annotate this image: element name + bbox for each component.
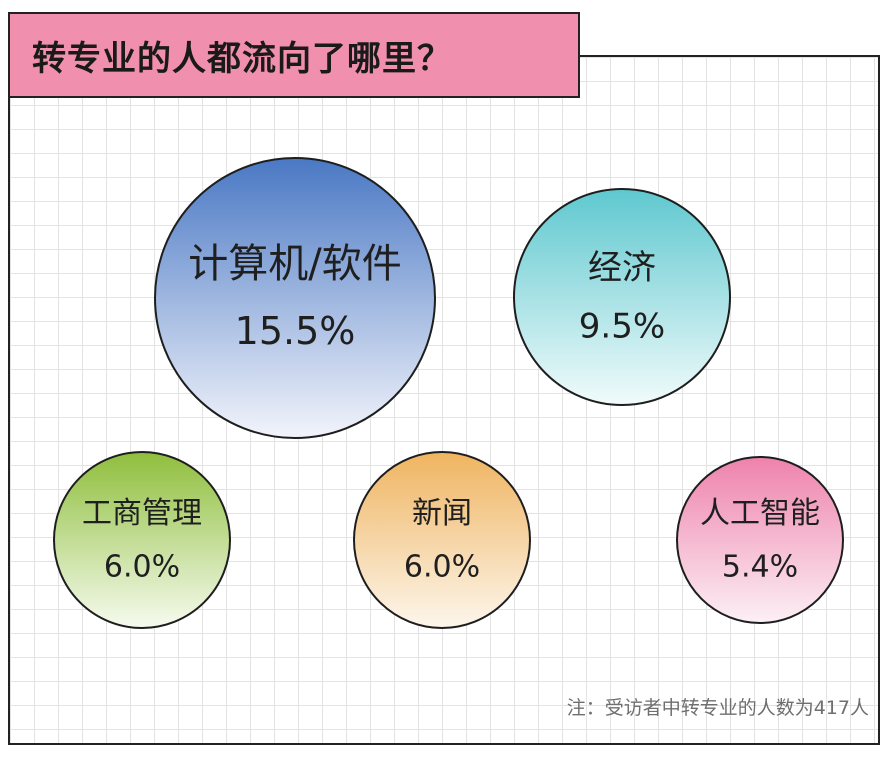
bubble-value-label: 15.5%	[235, 309, 356, 353]
bubble-category-label: 新闻	[412, 496, 472, 531]
bubble: 新闻 6.0%	[353, 451, 531, 629]
bubble-value-label: 6.0%	[404, 550, 480, 585]
bubble-category-label: 工商管理	[82, 496, 202, 531]
page-title: 转专业的人都流向了哪里？	[32, 38, 452, 79]
bubble-value-label: 6.0%	[104, 550, 180, 585]
bubble-category-label: 计算机/软件	[188, 241, 401, 287]
bubble-circle	[154, 157, 436, 439]
bubble-circle	[676, 456, 844, 624]
grid-background	[8, 55, 880, 745]
bubble-category-label: 经济	[588, 248, 656, 288]
bubble-circle	[513, 188, 731, 406]
bubble: 人工智能 5.4%	[676, 456, 844, 624]
bubble-value-label: 5.4%	[722, 550, 798, 585]
bubble-circle	[53, 451, 231, 629]
bubble-value-label: 9.5%	[579, 306, 665, 346]
bubble: 经济 9.5%	[513, 188, 731, 406]
bubble: 计算机/软件 15.5%	[154, 157, 436, 439]
bubble-circle	[353, 451, 531, 629]
title-banner: 转专业的人都流向了哪里？	[8, 12, 580, 98]
footnote: 注：受访者中转专业的人数为417人	[566, 697, 869, 719]
bubble-category-label: 人工智能	[700, 496, 820, 531]
bubble: 工商管理 6.0%	[53, 451, 231, 629]
